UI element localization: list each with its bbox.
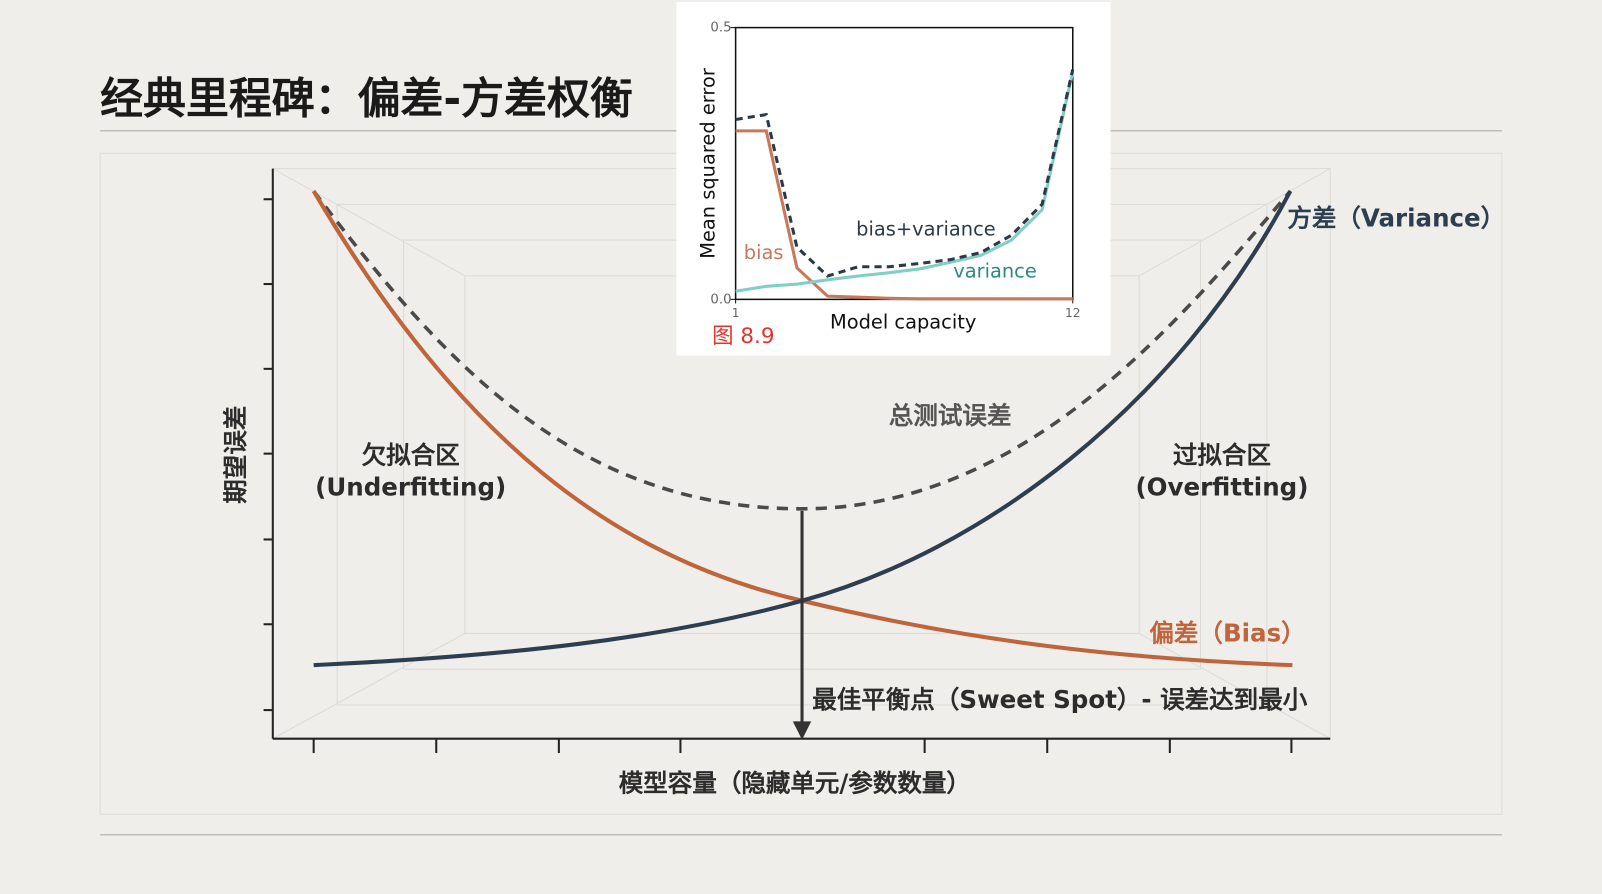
inset-figure: Mean squared error Model capacity 图 8.9 … <box>676 2 1111 356</box>
underfit-sub: (Underfitting) <box>315 472 506 501</box>
bias-label: 偏差（Bias） <box>1149 618 1305 647</box>
series-line <box>735 71 1075 293</box>
series-label: variance <box>953 259 1037 282</box>
series-line <box>735 69 1075 278</box>
arrow-head <box>792 721 812 740</box>
series-label: bias <box>744 241 784 264</box>
overfit-sub: (Overfitting) <box>1135 472 1308 501</box>
x-axis-label: 模型容量（隐藏单元/参数数量） <box>619 769 971 798</box>
y-axis-label: 期望误差 <box>221 406 250 504</box>
series-line <box>735 129 1073 301</box>
total-error-curve <box>312 189 1292 511</box>
inset-x-label: Model capacity <box>830 310 976 333</box>
y-tick-label: 0.5 <box>710 21 731 36</box>
variance-curve <box>313 190 1293 668</box>
inset-y-label: Mean squared error <box>697 68 720 259</box>
sweet-spot-label: 最佳平衡点（Sweet Spot）- 误差达到最小 <box>812 685 1307 714</box>
y-tick-label: 0.0 <box>710 292 731 307</box>
variance-label: 方差（Variance） <box>1287 204 1505 233</box>
inset-background <box>676 2 1111 356</box>
main-axes <box>263 168 1331 753</box>
x-tick-label: 1 <box>732 306 740 320</box>
total-error-label: 总测试误差 <box>889 401 1012 430</box>
figure-caption: 图 8.9 <box>712 324 774 349</box>
series-label: bias+variance <box>856 217 996 240</box>
x-tick-label: 12 <box>1065 306 1081 320</box>
underfit-title: 欠拟合区 <box>362 441 460 470</box>
overfit-title: 过拟合区 <box>1173 441 1271 470</box>
bias-curve <box>311 190 1293 668</box>
slide-title: 经典里程碑：偏差-方差权衡 <box>100 75 633 125</box>
